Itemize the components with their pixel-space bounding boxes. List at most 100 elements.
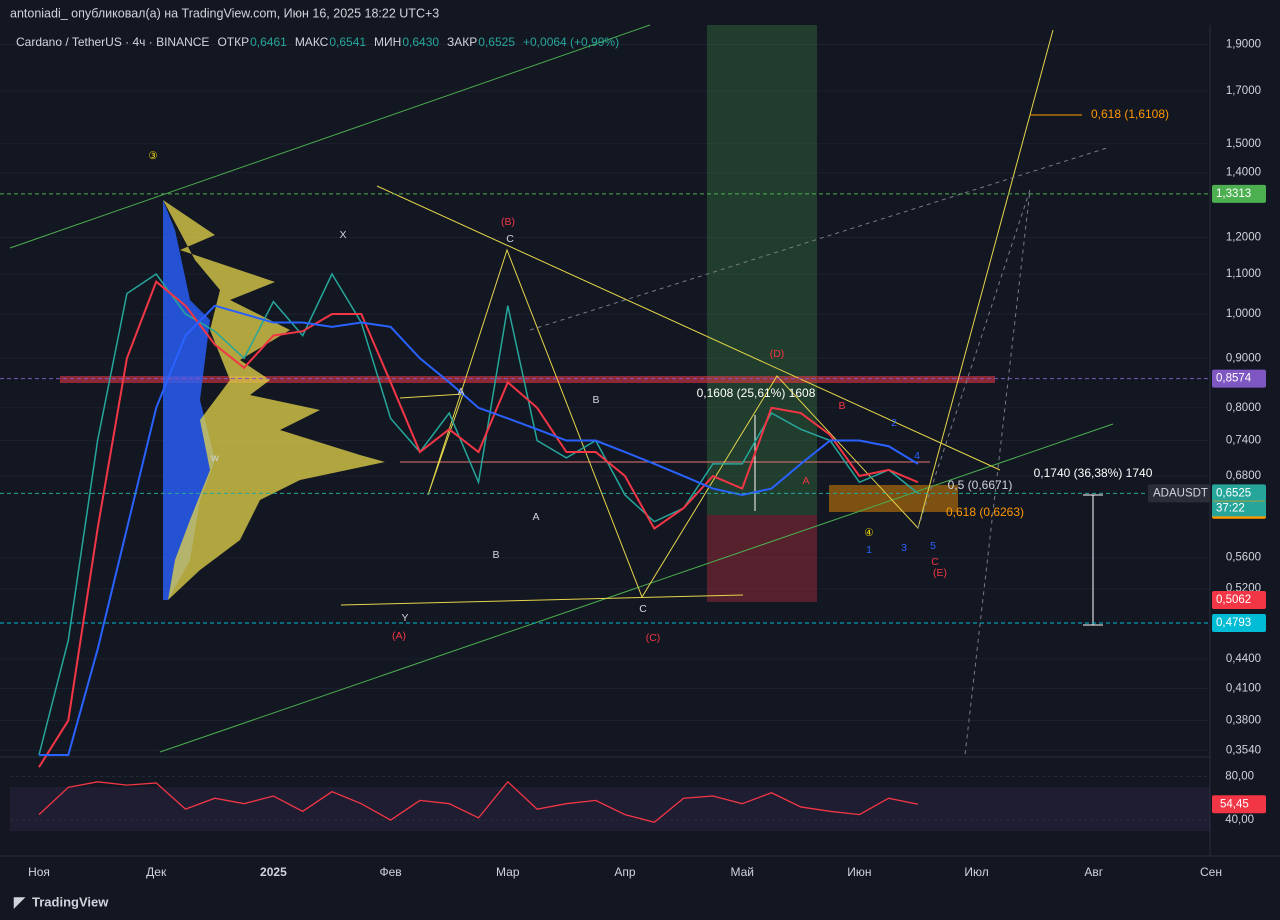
price-tag-label: 0,8574 bbox=[1216, 373, 1252, 385]
annotation: (C) bbox=[646, 632, 661, 644]
x-tick-label: Сен bbox=[1200, 865, 1222, 879]
annotation: ④ bbox=[864, 527, 874, 539]
resistance-zone bbox=[60, 376, 995, 383]
rsi-tag-label: 54,45 bbox=[1220, 798, 1249, 810]
fib-zone bbox=[829, 485, 958, 512]
annotation: C bbox=[639, 603, 647, 615]
price-tag bbox=[1212, 484, 1266, 503]
trendline bbox=[159, 423, 1114, 753]
y-tick-label: 0,3800 bbox=[1226, 714, 1261, 726]
annotation: (B) bbox=[501, 216, 515, 228]
y-tick-label: 0,3540 bbox=[1226, 744, 1261, 756]
x-tick-label: Фев bbox=[380, 865, 402, 879]
annotation: ③ bbox=[148, 150, 158, 162]
price-tag-label: 0,5062 bbox=[1216, 594, 1251, 606]
y-tick-label: 1,9000 bbox=[1226, 38, 1261, 50]
volume-profile bbox=[163, 200, 385, 600]
annotation: 5 bbox=[930, 540, 936, 552]
annotation: A bbox=[532, 511, 539, 523]
header: antoniadi_ опубликовал(а) на TradingView… bbox=[10, 6, 439, 20]
price-line bbox=[39, 304, 919, 756]
price-tag bbox=[1212, 591, 1266, 610]
legend-text: МАКС bbox=[295, 35, 329, 49]
y-tick-label: 0,4100 bbox=[1226, 683, 1261, 695]
x-tick-label: Июн bbox=[847, 865, 871, 879]
price-tag bbox=[1212, 184, 1266, 203]
annotation: 3 bbox=[901, 542, 907, 554]
x-tick-label: 2025 bbox=[260, 865, 287, 879]
annotation: C bbox=[931, 556, 939, 568]
annotation: 4 bbox=[914, 450, 920, 462]
trendline bbox=[9, 24, 651, 249]
y-tick-label: 0,6800 bbox=[1226, 470, 1261, 482]
price-tag bbox=[1212, 369, 1266, 388]
legend-text: 0,6525 bbox=[478, 35, 515, 49]
legend-text: Cardano / TetherUS · 4ч · BINANCE bbox=[16, 35, 209, 49]
legend-text: +0,0064 (+0,99%) bbox=[523, 35, 619, 49]
annotation: Y bbox=[401, 612, 408, 624]
legend-text: 0,6541 bbox=[329, 35, 366, 49]
x-tick-label: Ноя bbox=[28, 865, 50, 879]
x-tick-label: Дек bbox=[146, 865, 167, 879]
trendline bbox=[340, 594, 744, 606]
y-tick-label: 1,5000 bbox=[1226, 138, 1261, 150]
rsi-band bbox=[10, 787, 1210, 831]
y-tick-label: 0,5600 bbox=[1226, 552, 1261, 564]
long-position-profit bbox=[707, 25, 817, 515]
annotation: 0,1608 (25,61%) 1608 bbox=[697, 386, 816, 400]
annotation: (D) bbox=[770, 348, 785, 360]
x-tick-label: Апр bbox=[614, 865, 636, 879]
price-tag-label: 0,6525 bbox=[1216, 487, 1251, 499]
wave-path bbox=[399, 29, 1054, 599]
x-tick-label: Мар bbox=[496, 865, 520, 879]
projection bbox=[529, 146, 1111, 331]
footer-logo: TradingView bbox=[32, 894, 109, 909]
annotation: A bbox=[802, 475, 809, 487]
annotation: B bbox=[592, 394, 599, 406]
legend-text: МИН bbox=[374, 35, 401, 49]
x-tick-label: Авг bbox=[1084, 865, 1103, 879]
annotation: 0,1740 (36,38%) 1740 bbox=[1034, 466, 1153, 480]
y-tick-label: 0,9000 bbox=[1226, 352, 1261, 364]
y-tick-label: 80,00 bbox=[1225, 770, 1254, 782]
legend-text: 0,6430 bbox=[402, 35, 439, 49]
countdown-tag bbox=[1212, 501, 1266, 517]
price-tag-label: 0,4793 bbox=[1216, 617, 1251, 629]
annotation: 2 bbox=[891, 417, 897, 429]
trendline bbox=[376, 185, 1001, 471]
y-tick-label: 0,7400 bbox=[1226, 435, 1261, 447]
x-tick-label: Май bbox=[730, 865, 754, 879]
annotation: B bbox=[838, 400, 845, 412]
annotation: 0,5 (0,6671) bbox=[948, 478, 1013, 492]
y-tick-label: 1,4000 bbox=[1226, 167, 1261, 179]
legend-text: 0,6461 bbox=[250, 35, 287, 49]
price-tag-label: 1,3313 bbox=[1216, 188, 1251, 200]
y-tick-label: 1,7000 bbox=[1226, 85, 1261, 97]
countdown: 37:22 bbox=[1216, 502, 1245, 514]
y-tick-label: 0,8000 bbox=[1226, 402, 1261, 414]
annotation: (A) bbox=[392, 630, 406, 642]
price-tag bbox=[1212, 613, 1266, 632]
symbol-tag bbox=[1148, 484, 1210, 503]
legend-text: ЗАКР bbox=[447, 35, 477, 49]
annotation: (E) bbox=[933, 567, 947, 579]
symbol-tag-label: ADAUSDT bbox=[1153, 487, 1208, 499]
rsi-tag bbox=[1212, 795, 1266, 814]
y-tick-label: 40,00 bbox=[1225, 814, 1254, 826]
long-position-loss bbox=[707, 515, 817, 602]
price-line bbox=[38, 272, 919, 756]
y-tick-label: 0,4400 bbox=[1226, 653, 1261, 665]
annotation: B bbox=[492, 549, 499, 561]
x-tick-label: Июл bbox=[964, 865, 988, 879]
y-tick-label: 1,2000 bbox=[1226, 231, 1261, 243]
y-tick-label: 1,1000 bbox=[1226, 268, 1261, 280]
legend-text: ОТКР bbox=[217, 35, 249, 49]
rsi-line bbox=[38, 780, 919, 823]
y-tick-label: 1,0000 bbox=[1226, 308, 1261, 320]
annotation: 1 bbox=[866, 544, 872, 556]
annotation: A bbox=[457, 386, 464, 398]
annotation: C bbox=[506, 233, 514, 245]
annotation: 0,618 (1,6108) bbox=[1091, 107, 1169, 121]
